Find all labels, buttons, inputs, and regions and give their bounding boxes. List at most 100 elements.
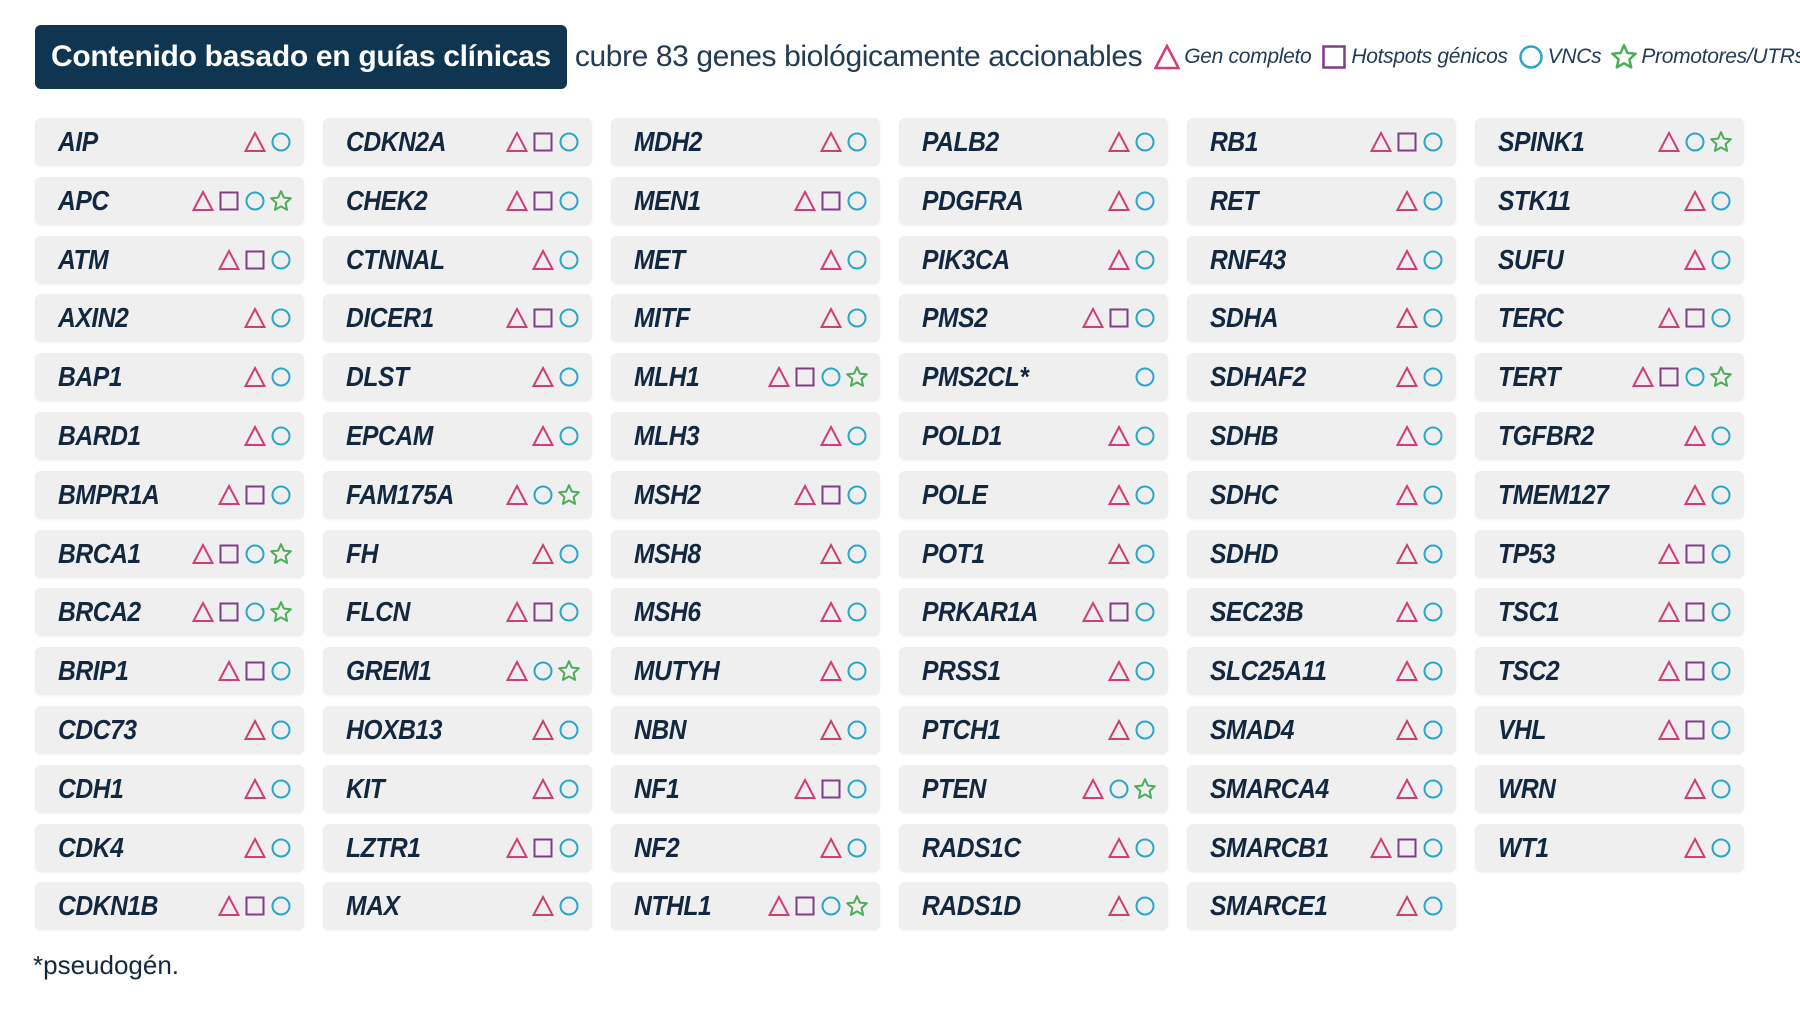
circle <box>847 308 867 328</box>
icon <box>1423 779 1443 799</box>
gene-cell: MSH8 <box>611 529 880 578</box>
triangle <box>192 601 214 623</box>
gene-name: SEC23B <box>1210 596 1304 628</box>
triangle <box>794 189 816 211</box>
gene-name: HOXB13 <box>346 714 442 745</box>
icon <box>820 601 842 623</box>
square <box>1685 661 1705 681</box>
gene-name: MSH6 <box>634 596 701 628</box>
gene-cell: POLD1 <box>899 412 1168 460</box>
circle <box>559 308 579 328</box>
icon <box>1396 895 1418 917</box>
icon <box>1423 544 1443 564</box>
gene-icons <box>816 601 868 623</box>
gene-icons <box>1104 836 1156 859</box>
icon <box>1135 191 1155 211</box>
circle <box>1423 191 1443 211</box>
icon <box>1711 250 1731 270</box>
icon <box>506 189 528 211</box>
gene-cell: MUTYH <box>611 647 880 696</box>
icon <box>271 896 291 916</box>
gene-icons <box>502 836 580 859</box>
gene-name: RNF43 <box>1210 243 1286 275</box>
icon <box>533 308 553 328</box>
triangle <box>506 601 528 623</box>
square <box>1397 132 1417 152</box>
circle <box>1135 308 1155 328</box>
gene-name: SLC25A11 <box>1210 655 1327 687</box>
circle <box>559 191 579 211</box>
triangle <box>506 660 528 682</box>
triangle <box>1108 131 1130 152</box>
circle <box>1135 132 1155 152</box>
square <box>533 602 553 622</box>
gene-cell: SLC25A11 <box>1187 647 1456 696</box>
circle <box>1423 308 1443 328</box>
icon <box>1397 838 1417 858</box>
icon <box>795 896 815 916</box>
icon <box>1135 544 1155 564</box>
triangle <box>1108 836 1130 858</box>
icon <box>244 366 266 388</box>
icon <box>847 720 867 740</box>
icon <box>244 131 266 152</box>
icon <box>1396 307 1418 329</box>
icon <box>847 779 867 799</box>
gene-cell: BRCA1 <box>35 529 304 578</box>
icon <box>1109 602 1129 622</box>
icon <box>532 366 554 388</box>
star <box>270 189 292 211</box>
icon <box>821 367 841 387</box>
circle <box>559 720 579 740</box>
icon <box>1423 485 1443 505</box>
legend-item: Promotores/UTRs <box>1611 44 1800 70</box>
icon <box>1685 602 1705 622</box>
gene-name: RB1 <box>1210 126 1258 157</box>
circle <box>1135 720 1155 740</box>
triangle <box>1684 777 1706 799</box>
icon <box>218 248 240 270</box>
gene-cell: SPINK1 <box>1475 118 1744 166</box>
gene-icons <box>1392 425 1444 447</box>
icon <box>794 483 816 505</box>
gene-name: CDK4 <box>58 831 124 863</box>
icon <box>1396 248 1418 270</box>
icon <box>1370 836 1392 858</box>
gene-cell: TERT <box>1475 353 1744 402</box>
gene-icons <box>1104 542 1156 565</box>
gene-cell: CDKN2A <box>323 118 592 166</box>
gene-name: SDHB <box>1210 420 1279 451</box>
icon <box>559 367 579 387</box>
legend-label: Promotores/UTRs <box>1641 45 1800 68</box>
circle <box>559 896 579 916</box>
circle <box>1711 485 1731 505</box>
header: Contenido basado en guías clínicas cubre… <box>35 25 1800 89</box>
icon <box>1135 250 1155 270</box>
circle <box>1711 191 1731 211</box>
gene-name: NF1 <box>634 772 680 804</box>
gene-icons <box>1104 895 1156 917</box>
gene-name: AIP <box>58 126 98 157</box>
gene-cell: RB1 <box>1187 118 1456 166</box>
icon <box>1658 131 1680 152</box>
gene-icons <box>790 777 868 800</box>
circle <box>1135 896 1155 916</box>
circle <box>1711 308 1731 328</box>
gene-name: BRCA2 <box>58 596 141 628</box>
circle <box>1423 544 1443 564</box>
icon <box>820 660 842 682</box>
icon <box>1135 367 1155 387</box>
gene-name: SDHC <box>1210 478 1279 510</box>
icon <box>244 425 266 446</box>
gene-cell: RET <box>1187 176 1456 225</box>
circle <box>1135 838 1155 858</box>
circle <box>245 191 265 211</box>
icon <box>1685 308 1705 328</box>
circle <box>1423 250 1443 270</box>
gene-cell: BARD1 <box>35 412 304 460</box>
square <box>821 779 841 799</box>
gene-cell: TSC2 <box>1475 647 1744 696</box>
circle <box>271 132 291 152</box>
gene-icons <box>1680 777 1732 800</box>
